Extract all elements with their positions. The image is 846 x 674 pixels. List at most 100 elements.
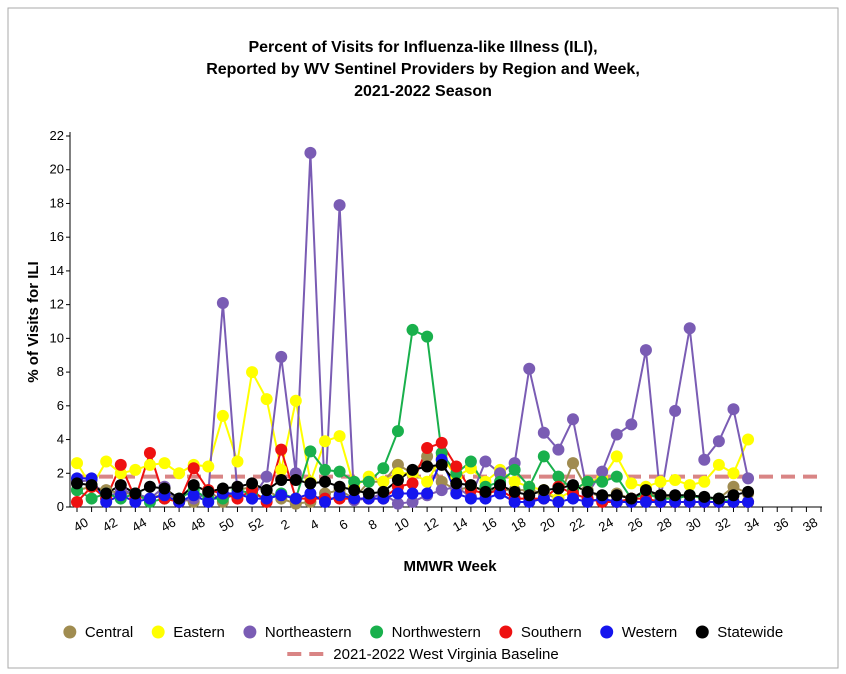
x-tick-label: 26 xyxy=(625,514,645,534)
data-point xyxy=(319,463,331,476)
data-point xyxy=(100,487,113,500)
data-point xyxy=(479,485,492,498)
data-point xyxy=(669,474,682,487)
data-point xyxy=(742,433,755,446)
x-tick-label: 32 xyxy=(713,514,733,534)
data-point xyxy=(114,479,127,492)
x-tick-label: 10 xyxy=(392,514,412,534)
x-tick-label: 52 xyxy=(246,514,266,534)
data-point xyxy=(289,492,302,505)
data-point xyxy=(464,492,477,505)
data-point xyxy=(406,323,419,336)
data-point xyxy=(173,492,186,505)
data-point xyxy=(216,409,229,422)
data-point xyxy=(421,487,434,500)
data-point xyxy=(537,426,550,439)
data-point xyxy=(202,495,215,508)
data-point xyxy=(362,475,375,488)
legend-label: Central xyxy=(85,624,133,641)
data-point xyxy=(742,485,755,498)
legend-label: Southern xyxy=(521,624,582,641)
data-point xyxy=(567,457,579,470)
data-point xyxy=(275,474,288,487)
data-point xyxy=(187,489,200,502)
chart-title: Percent of Visits for Influenza-like Ill… xyxy=(248,39,597,56)
legend-label: 2021-2022 West Virginia Baseline xyxy=(333,646,558,663)
data-point xyxy=(421,460,434,473)
data-point xyxy=(523,489,536,502)
data-point xyxy=(669,489,682,502)
data-point xyxy=(85,479,98,492)
data-point xyxy=(450,487,463,500)
data-point xyxy=(698,475,711,488)
data-point xyxy=(246,477,259,490)
data-point xyxy=(625,477,638,490)
legend-marker xyxy=(370,625,384,639)
data-point xyxy=(508,463,521,476)
data-point xyxy=(406,463,419,476)
data-point xyxy=(581,485,594,498)
legend-label: Northwestern xyxy=(392,624,481,641)
data-point xyxy=(435,475,448,488)
data-point xyxy=(464,455,477,468)
x-tick-label: 34 xyxy=(742,514,762,534)
legend-marker xyxy=(243,625,257,639)
data-point xyxy=(304,487,317,500)
data-point xyxy=(654,489,667,502)
data-point xyxy=(333,430,346,443)
data-point xyxy=(202,460,215,473)
data-point xyxy=(683,479,696,492)
data-point xyxy=(158,482,171,495)
data-point xyxy=(537,492,550,505)
legend-marker xyxy=(63,625,77,639)
data-point xyxy=(85,492,98,505)
data-point xyxy=(391,458,404,471)
data-point xyxy=(639,344,652,357)
data-point xyxy=(508,495,521,508)
data-point xyxy=(450,477,463,490)
data-point xyxy=(187,462,200,475)
data-point xyxy=(494,467,507,480)
data-point xyxy=(275,443,288,456)
data-point xyxy=(304,477,317,490)
x-tick-label: 18 xyxy=(508,514,528,534)
data-point xyxy=(625,492,638,505)
legend-marker xyxy=(600,625,614,639)
data-point xyxy=(567,492,579,505)
data-point xyxy=(610,489,623,502)
data-point xyxy=(406,495,419,508)
y-tick-label: 8 xyxy=(57,364,64,379)
chart-title: 2021-2022 Season xyxy=(354,83,492,100)
data-point xyxy=(712,435,725,448)
data-point xyxy=(129,495,142,508)
y-tick-label: 20 xyxy=(50,162,64,177)
legend-marker xyxy=(695,625,709,639)
data-point xyxy=(683,322,696,335)
data-point xyxy=(727,480,740,493)
data-point xyxy=(114,467,127,480)
legend-label: Western xyxy=(622,624,678,641)
data-point xyxy=(450,460,463,473)
data-point xyxy=(698,453,711,466)
data-point xyxy=(289,474,302,487)
y-tick-label: 4 xyxy=(57,432,64,447)
data-point xyxy=(275,463,288,476)
legend-marker xyxy=(499,625,513,639)
data-point xyxy=(508,475,521,488)
data-point xyxy=(71,457,83,470)
data-point xyxy=(275,489,288,502)
data-point xyxy=(727,467,740,480)
data-point xyxy=(639,484,652,497)
x-tick-label: 22 xyxy=(567,514,587,534)
x-tick-label: 38 xyxy=(800,514,820,534)
x-axis-title: MMWR Week xyxy=(403,558,497,575)
data-point xyxy=(406,487,419,500)
data-point xyxy=(187,479,200,492)
data-point xyxy=(289,394,302,407)
data-point xyxy=(71,477,83,490)
data-point xyxy=(523,480,536,493)
data-point xyxy=(362,487,375,500)
x-tick-label: 46 xyxy=(158,514,178,534)
data-point xyxy=(391,497,404,510)
y-tick-label: 14 xyxy=(50,263,64,278)
